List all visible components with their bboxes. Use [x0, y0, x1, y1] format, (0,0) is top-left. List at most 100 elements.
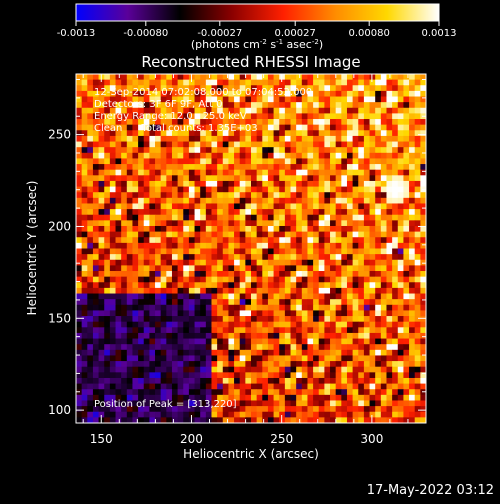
heatmap-cell [251, 169, 258, 176]
heatmap-cell [81, 293, 88, 300]
heatmap-cell [279, 248, 286, 255]
heatmap-cell [341, 406, 348, 413]
heatmap-cell [403, 299, 410, 306]
heatmap-cell [330, 203, 337, 210]
heatmap-cell [138, 355, 145, 362]
heatmap-cell [267, 124, 274, 131]
heatmap-cell [397, 124, 404, 131]
heatmap-cell [403, 147, 410, 154]
heatmap-cell [155, 85, 162, 92]
heatmap-cell [341, 107, 348, 114]
heatmap-cell [318, 124, 325, 131]
heatmap-cell [330, 74, 337, 81]
heatmap-cell [166, 180, 173, 187]
heatmap-cell [324, 152, 331, 159]
heatmap-cell [149, 276, 156, 283]
heatmap-cell [313, 203, 320, 210]
heatmap-cell [160, 214, 167, 221]
footer-timestamp: 17-May-2022 03:12 [367, 483, 494, 498]
heatmap-cell [273, 237, 280, 244]
heatmap-cell [397, 85, 404, 92]
heatmap-cell [143, 113, 150, 120]
heatmap-cell [420, 271, 426, 278]
heatmap-cell [409, 377, 416, 384]
heatmap-cell [251, 220, 258, 227]
heatmap-cell [245, 164, 252, 171]
heatmap-cell [239, 113, 246, 120]
heatmap-cell [324, 338, 331, 345]
heatmap-cell [284, 152, 291, 159]
heatmap-cell [92, 242, 99, 249]
heatmap-cell [290, 400, 297, 407]
heatmap-cell [87, 248, 94, 255]
heatmap-cell [87, 310, 94, 317]
heatmap-cell [115, 147, 122, 154]
heatmap-cell [143, 169, 150, 176]
heatmap-cell [256, 119, 263, 126]
heatmap-cell [341, 361, 348, 368]
heatmap-cell [313, 254, 320, 261]
heatmap-cell [132, 377, 139, 384]
heatmap-cell [290, 327, 297, 334]
heatmap-cell [284, 175, 291, 182]
heatmap-cell [126, 124, 133, 131]
heatmap-cell [330, 349, 337, 356]
heatmap-cell [126, 276, 133, 283]
heatmap-cell [313, 287, 320, 294]
heatmap-cell [420, 107, 426, 114]
heatmap-cell [155, 248, 162, 255]
heatmap-cell [171, 175, 179, 182]
heatmap-cell [239, 276, 246, 283]
heatmap-cell [346, 175, 354, 182]
heatmap-cell [143, 254, 150, 261]
heatmap-cell [92, 135, 99, 142]
heatmap-cell [256, 180, 263, 187]
heatmap-cell [335, 406, 342, 413]
heatmap-cell [171, 400, 179, 407]
heatmap-cell [420, 164, 426, 171]
heatmap-cell [87, 124, 94, 131]
heatmap-cell [171, 237, 179, 244]
heatmap-cell [279, 400, 286, 407]
heatmap-cell [177, 197, 184, 204]
heatmap-cell [296, 225, 303, 233]
heatmap-cell [109, 349, 116, 356]
heatmap-cell [324, 361, 331, 368]
heatmap-cell [380, 349, 387, 356]
heatmap-cell [177, 377, 184, 384]
heatmap-cell [290, 192, 297, 199]
heatmap-cell [166, 259, 173, 266]
heatmap-cell [188, 169, 195, 176]
heatmap-cell [386, 130, 393, 137]
heatmap-cell [335, 394, 342, 401]
heatmap-cell [420, 377, 426, 384]
heatmap-cell [87, 225, 94, 233]
heatmap-cell [392, 332, 399, 339]
heatmap-cell [98, 169, 105, 176]
heatmap-cell [98, 389, 105, 396]
heatmap-cell [369, 135, 376, 142]
heatmap-cell [132, 242, 139, 249]
heatmap-cell [239, 349, 246, 356]
heatmap-cell [222, 85, 229, 92]
heatmap-cell [239, 237, 246, 244]
heatmap-cell [245, 130, 252, 137]
heatmap-cell [87, 344, 94, 351]
heatmap-cell [166, 304, 173, 311]
heatmap-cell [273, 372, 280, 379]
heatmap-cell [363, 192, 370, 199]
heatmap-cell [160, 299, 167, 306]
heatmap-cell [313, 79, 320, 86]
heatmap-cell [121, 411, 128, 418]
heatmap-cell [256, 287, 263, 294]
heatmap-cell [307, 254, 314, 261]
heatmap-cell [403, 231, 410, 238]
heatmap-cell [115, 400, 122, 407]
heatmap-cell [392, 197, 399, 204]
heatmap-cell [245, 180, 252, 187]
heatmap-cell [279, 180, 286, 187]
heatmap-cell [284, 164, 291, 171]
heatmap-cell [194, 85, 201, 92]
heatmap-cell [296, 248, 303, 255]
heatmap-cell [409, 259, 416, 266]
